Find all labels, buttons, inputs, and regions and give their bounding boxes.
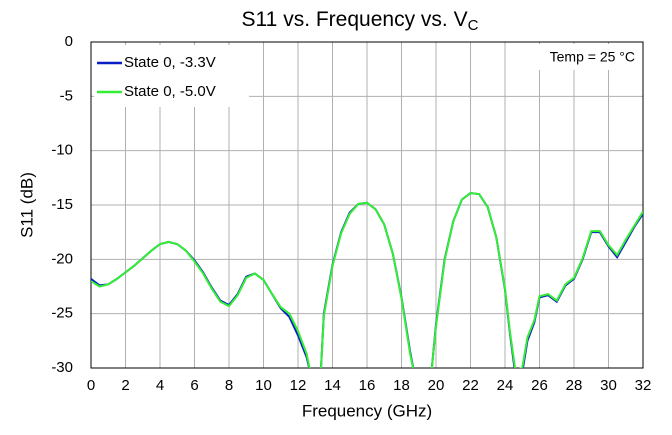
y-tick-label: 0 [65,33,73,50]
x-tick-label: 16 [359,377,376,394]
annotation-box [521,44,641,70]
x-tick-label: 14 [324,377,341,394]
plot-frame [90,41,644,369]
x-tick-label: 28 [566,377,583,394]
x-axis-label: Frequency (GHz) [302,401,432,420]
y-tick-label: -25 [51,305,73,322]
plot-area [91,192,643,368]
x-tick-label: 24 [497,377,514,394]
x-tick-label: 8 [225,377,233,394]
legend-box [94,45,249,107]
y-axis-label: S11 (dB) [17,172,36,238]
y-tick-label: -15 [51,196,73,213]
series-line [91,192,643,368]
x-tick-label: 32 [635,377,652,394]
chart-title: S11 vs. Frequency vs. VC [242,8,479,34]
y-tick-label: -10 [51,142,73,159]
legend-label: State 0, -3.3V [124,54,216,71]
y-tick-label: -20 [51,250,73,267]
x-tick-label: 30 [600,377,617,394]
y-tick-label: -5 [60,87,73,104]
x-tick-label: 0 [87,377,95,394]
x-tick-label: 10 [255,377,272,394]
annotation: Temp = 25 °C [550,49,635,65]
legend-label: State 0, -5.0V [124,83,216,100]
title-main: S11 vs. Frequency vs. V [242,8,468,31]
x-tick-label: 18 [393,377,410,394]
x-tick-label: 2 [121,377,129,394]
x-tick-label: 26 [531,377,548,394]
title-subscript: C [468,17,479,34]
y-tick-label: -30 [51,359,73,376]
x-tick-label: 6 [190,377,198,394]
x-tick-label: 20 [428,377,445,394]
x-tick-label: 12 [290,377,307,394]
x-tick-label: 22 [462,377,479,394]
x-tick-label: 4 [156,377,164,394]
